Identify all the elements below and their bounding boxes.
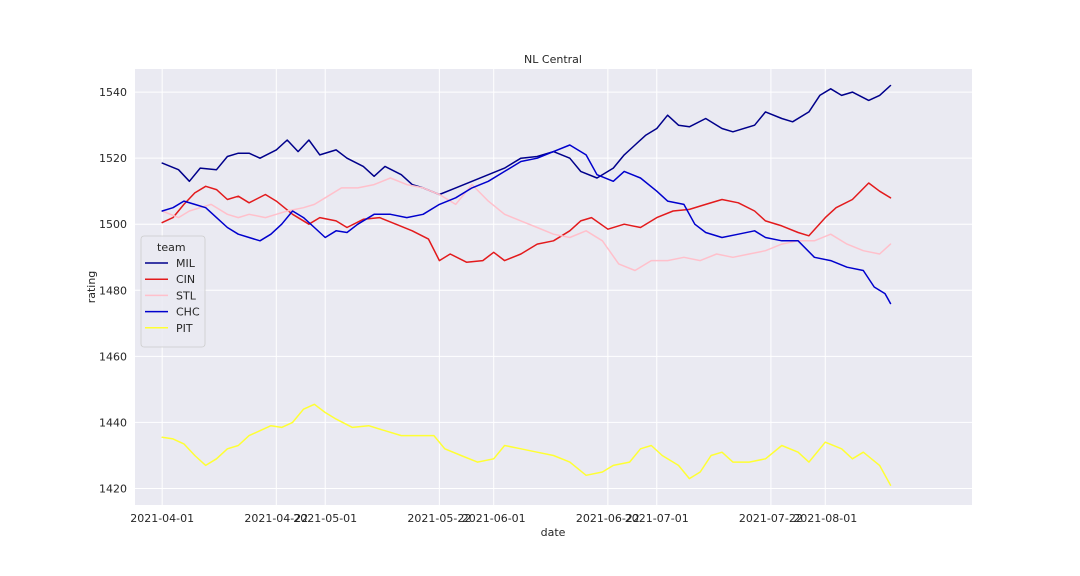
y-axis-label: rating xyxy=(85,271,98,304)
x-tick-label: 2021-05-01 xyxy=(293,512,357,525)
legend-label-pit: PIT xyxy=(176,322,193,335)
legend-label-cin: CIN xyxy=(176,273,195,286)
legend-label-mil: MIL xyxy=(176,257,196,270)
x-tick-label: 2021-06-22 xyxy=(576,512,640,525)
series-line-chc xyxy=(161,144,892,305)
series-line-mil xyxy=(161,84,892,196)
legend: team MIL CIN STL CHC PIT xyxy=(140,235,206,348)
series-line-cin xyxy=(161,182,892,263)
y-tick-label: 1440 xyxy=(99,416,127,429)
grid xyxy=(135,69,972,505)
y-tick-label: 1480 xyxy=(99,284,127,297)
y-tick-label: 1540 xyxy=(99,86,127,99)
plot-area xyxy=(135,69,972,505)
x-tick-label: 2021-08-01 xyxy=(793,512,857,525)
x-tick-label: 2021-04-01 xyxy=(130,512,194,525)
x-tick-label: 2021-05-22 xyxy=(407,512,471,525)
tick-labels: 1420 1440 1460 1480 1500 1520 1540 2021-04-01 20… xyxy=(99,86,857,525)
y-tick-label: 1500 xyxy=(99,218,127,231)
y-tick-label: 1420 xyxy=(99,482,127,495)
legend-label-stl: STL xyxy=(176,289,197,302)
chart-title: NL Central xyxy=(524,53,582,66)
x-tick-label: 2021-07-01 xyxy=(625,512,689,525)
x-axis-label: date xyxy=(541,526,566,539)
x-tick-label: 2021-06-01 xyxy=(462,512,526,525)
series-line-stl xyxy=(161,177,892,272)
y-tick-label: 1520 xyxy=(99,152,127,165)
legend-label-chc: CHC xyxy=(176,306,200,319)
x-tick-label: 2021-07-22 xyxy=(739,512,803,525)
x-tick-label: 2021-04-22 xyxy=(244,512,308,525)
series-line-pit xyxy=(161,403,892,486)
y-tick-label: 1460 xyxy=(99,350,127,363)
legend-title: team xyxy=(157,241,186,254)
series-lines xyxy=(161,84,892,486)
